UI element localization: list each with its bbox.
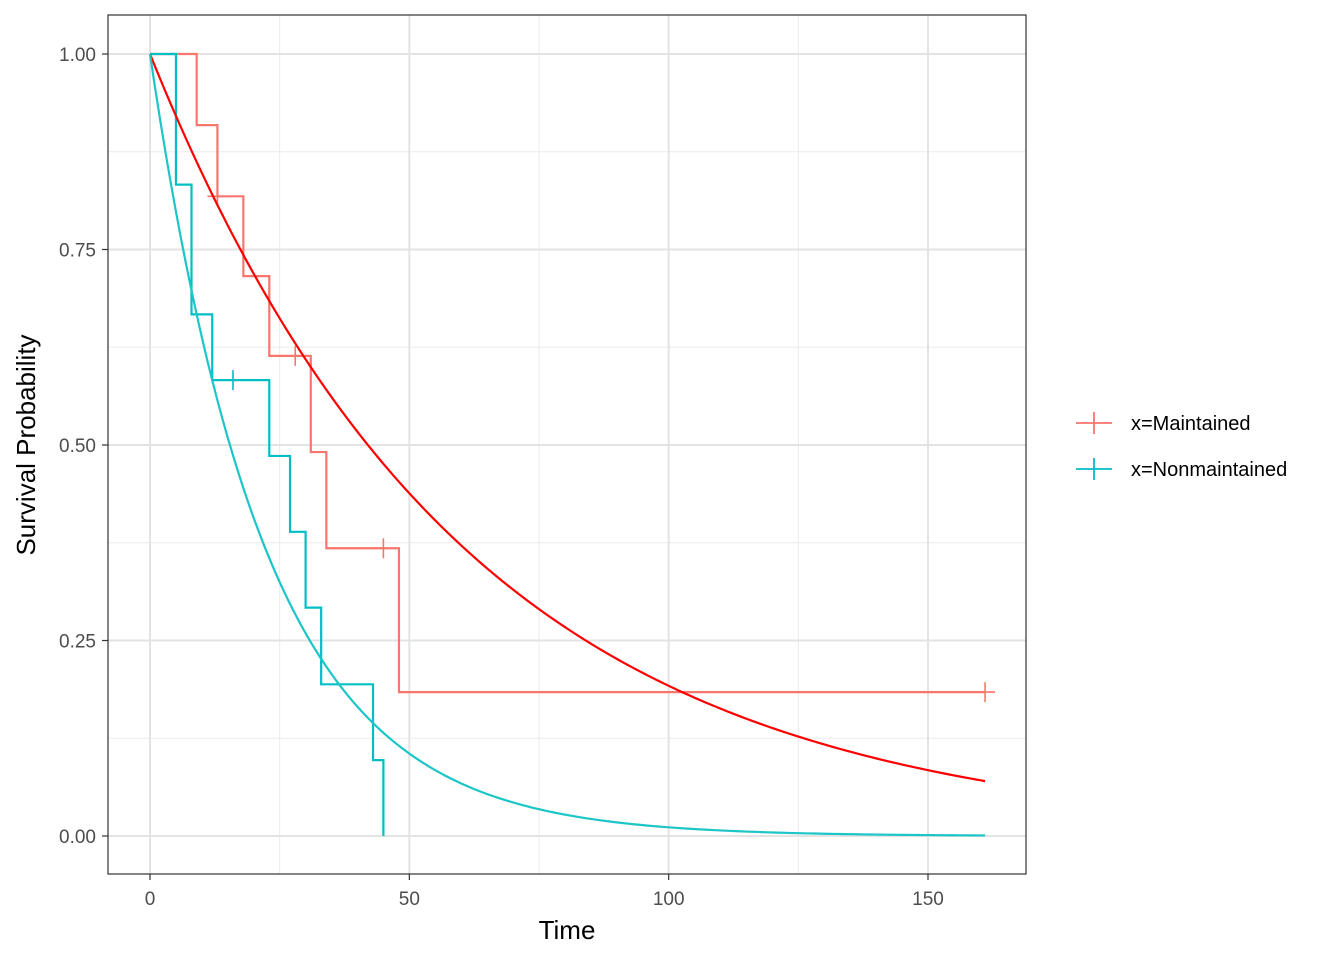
- censor-mark: [373, 538, 394, 559]
- x-axis-label: Time: [539, 915, 596, 945]
- y-tick-label: 0.75: [59, 241, 96, 262]
- axes: 0 50 100 150 0.00 0.25 0.50 0.75 1.00: [59, 45, 944, 910]
- fitted-exponential-curve: [148, 53, 986, 837]
- censor-mark: [975, 682, 996, 703]
- grid: [108, 15, 1026, 874]
- y-tick-label: 0.25: [59, 632, 96, 653]
- y-tick-label: 1.00: [59, 45, 96, 66]
- legend: x=Maintained x=Nonmaintained: [1076, 412, 1287, 481]
- x-tick-label: 0: [145, 889, 156, 910]
- km-step-line: [150, 52, 986, 694]
- km-step-line: [150, 52, 385, 836]
- x-tick-label: 100: [653, 889, 685, 910]
- fitted-exponential-curve: [148, 53, 986, 783]
- x-tick-label: 150: [912, 889, 944, 910]
- legend-label: x=Nonmaintained: [1131, 459, 1287, 481]
- y-tick-label: 0.00: [59, 827, 96, 848]
- curves: [148, 52, 996, 837]
- legend-key: [1076, 412, 1112, 434]
- censor-mark: [285, 345, 306, 366]
- legend-key: [1076, 458, 1112, 480]
- legend-label: x=Maintained: [1131, 413, 1251, 435]
- censor-mark: [222, 370, 243, 391]
- x-tick-label: 50: [399, 889, 420, 910]
- y-axis-label: Survival Probability: [11, 334, 41, 555]
- y-tick-label: 0.50: [59, 436, 96, 457]
